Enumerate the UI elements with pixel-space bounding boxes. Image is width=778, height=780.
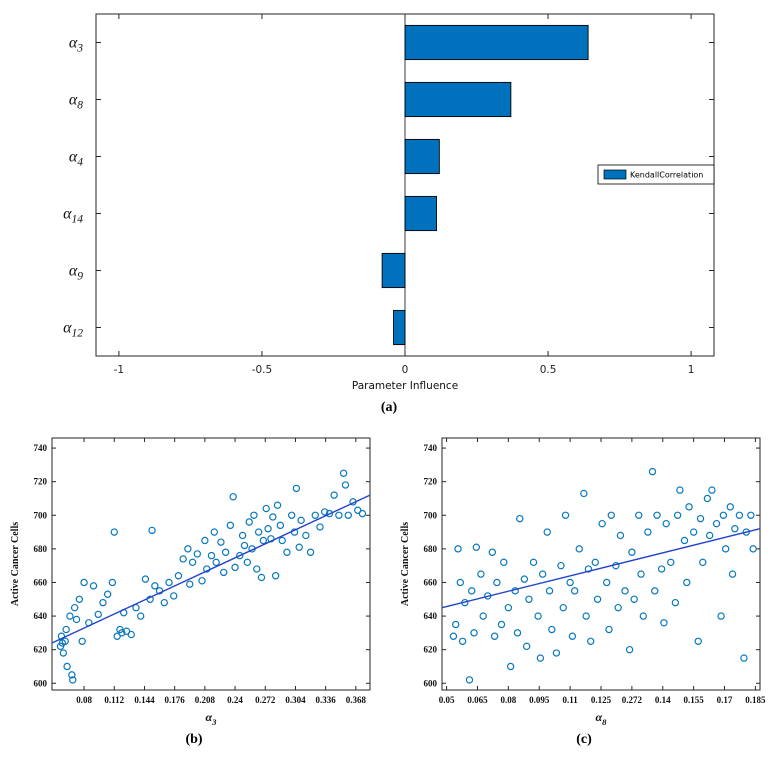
caption-b: (b): [185, 732, 203, 747]
svg-text:0.24: 0.24: [227, 695, 243, 705]
svg-text:0.17: 0.17: [717, 695, 733, 705]
svg-text:α3: α3: [206, 710, 218, 727]
svg-text:KendallCorrelation: KendallCorrelation: [630, 171, 703, 180]
svg-text:640: 640: [34, 611, 48, 621]
svg-text:0: 0: [402, 364, 409, 376]
svg-text:660: 660: [34, 577, 48, 587]
svg-text:-1: -1: [114, 364, 124, 376]
svg-text:0.125: 0.125: [591, 695, 612, 705]
caption-a: (a): [380, 400, 398, 415]
svg-text:α8: α8: [596, 710, 608, 727]
svg-text:Parameter Influence: Parameter Influence: [352, 380, 458, 392]
svg-text:680: 680: [424, 544, 438, 554]
svg-text:0.095: 0.095: [529, 695, 550, 705]
svg-text:Active Cancer Cells: Active Cancer Cells: [10, 522, 21, 606]
svg-text:0.272: 0.272: [622, 695, 643, 705]
svg-text:640: 640: [424, 611, 438, 621]
panel-c: 600 620 640 660 680 700 720 740 0.05 0.065 0.08 0.0…: [396, 426, 772, 748]
svg-text:0.176: 0.176: [165, 695, 186, 705]
svg-text:600: 600: [34, 678, 48, 688]
svg-text:0.336: 0.336: [316, 695, 337, 705]
svg-text:620: 620: [424, 645, 438, 655]
svg-text:α12: α12: [63, 320, 83, 340]
svg-text:700: 700: [34, 510, 48, 520]
svg-text:720: 720: [424, 477, 438, 487]
svg-text:0.14: 0.14: [655, 695, 671, 705]
svg-text:0.065: 0.065: [467, 695, 488, 705]
svg-text:0.08: 0.08: [500, 695, 516, 705]
svg-text:680: 680: [34, 544, 48, 554]
svg-text:0.272: 0.272: [255, 695, 276, 705]
svg-text:0.144: 0.144: [134, 695, 155, 705]
svg-text:0.08: 0.08: [76, 695, 92, 705]
svg-text:740: 740: [34, 443, 48, 453]
svg-text:α8: α8: [69, 92, 83, 112]
panel-a: α3 α8 α4 α14 α9 α12 -1 -0.5 0 0.5 1 Parameter Influ…: [0, 2, 778, 416]
svg-text:720: 720: [34, 477, 48, 487]
svg-text:740: 740: [424, 443, 438, 453]
caption-c: (c): [576, 732, 592, 747]
svg-text:1: 1: [688, 364, 695, 376]
svg-text:0.112: 0.112: [104, 695, 124, 705]
svg-text:Active Cancer Cells: Active Cancer Cells: [400, 522, 411, 606]
svg-text:620: 620: [34, 645, 48, 655]
svg-text:0.368: 0.368: [346, 695, 367, 705]
svg-text:α3: α3: [69, 35, 83, 55]
panel-b: 600 620 640 660 680 700 720 740 0.08 0.112 0.144 0.…: [6, 426, 382, 748]
svg-text:α14: α14: [63, 206, 83, 226]
svg-text:0.185: 0.185: [745, 695, 766, 705]
svg-text:0.5: 0.5: [540, 364, 557, 376]
svg-text:-0.5: -0.5: [252, 364, 273, 376]
kendall-correlation-bar-chart: α3 α8 α4 α14 α9 α12 -1 -0.5 0 0.5 1 Parameter Influ…: [63, 13, 715, 392]
svg-text:600: 600: [424, 678, 438, 688]
alpha3-scatter-plot: 600 620 640 660 680 700 720 740 0.08 0.112 0.144 0.…: [10, 437, 371, 727]
alpha8-scatter-plot: 600 620 640 660 680 700 720 740 0.05 0.065 0.08 0.0…: [400, 437, 766, 727]
svg-text:0.155: 0.155: [684, 695, 705, 705]
svg-text:700: 700: [424, 510, 438, 520]
svg-text:660: 660: [424, 577, 438, 587]
svg-text:0.05: 0.05: [439, 695, 455, 705]
svg-text:α9: α9: [69, 263, 83, 283]
svg-text:α4: α4: [69, 149, 83, 169]
svg-text:0.208: 0.208: [195, 695, 216, 705]
scatter-row: 600 620 640 660 680 700 720 740 0.08 0.112 0.144 0.…: [0, 426, 778, 748]
svg-text:0.11: 0.11: [562, 695, 578, 705]
svg-text:0.304: 0.304: [285, 695, 306, 705]
